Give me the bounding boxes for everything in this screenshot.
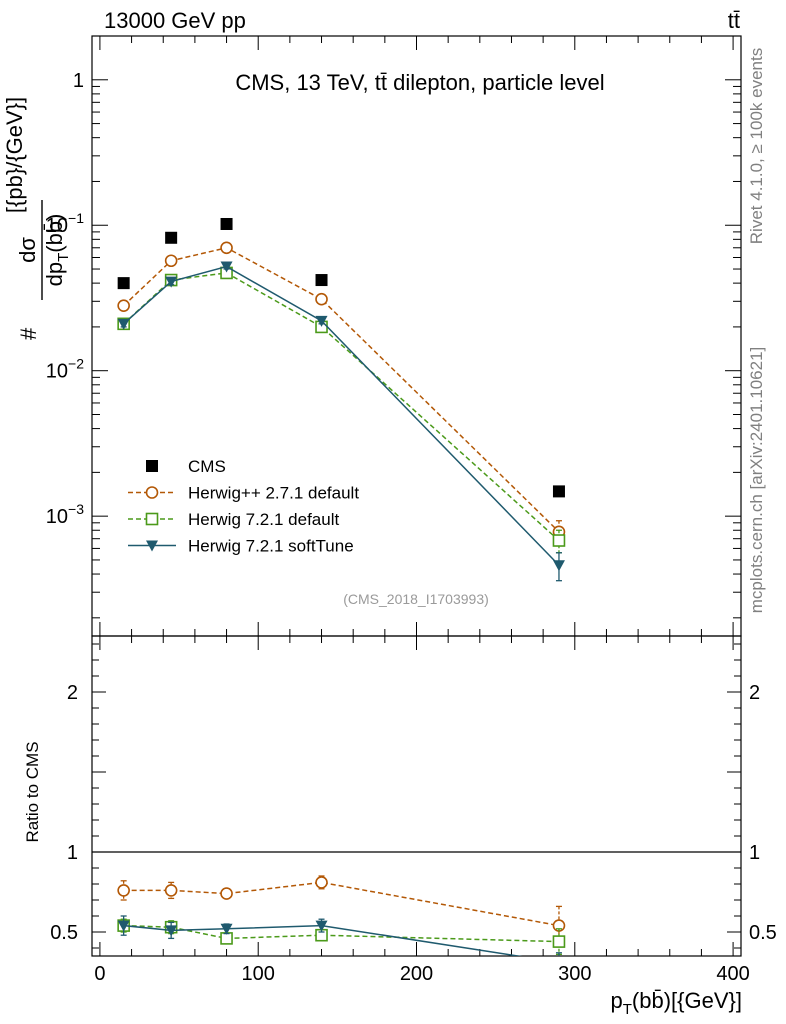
main-point [315, 292, 328, 306]
ratio-ytick-label: 2 [67, 682, 78, 704]
main-point [165, 231, 178, 244]
ratio-point [552, 935, 566, 948]
legend-label: Herwig 7.2.1 default [188, 510, 339, 529]
mcplots-note: mcplots.cern.ch [arXiv:2401.10621] [747, 347, 766, 613]
legend-marker [145, 512, 159, 526]
x-axis-label: pT(bb̄)[{GeV}] [611, 988, 743, 1018]
ratio-ytick-label-right: 1 [749, 842, 760, 864]
ratio-series-2 [117, 915, 562, 956]
ratio-series-layer [117, 875, 566, 956]
legend-item: Herwig++ 2.7.1 default [128, 484, 359, 503]
analysis-id: (CMS_2018_I1703993) [343, 591, 489, 607]
ratio-point [117, 884, 130, 897]
ratio-point [117, 920, 130, 932]
main-panel: CMS, 13 TeV, tt̄ dilepton, particle leve… [2, 35, 742, 637]
ratio-panel: 0.5 0.5 1 1 2 2 0 100 200 300 400 Ratio to CMS pT(… [23, 635, 777, 1018]
main-ytick-label: 10−2 [46, 356, 84, 383]
main-series-0 [117, 217, 565, 498]
main-series-layer [117, 217, 566, 582]
xtick-label: 400 [716, 963, 749, 985]
main-point [165, 276, 178, 288]
ratio-point [165, 925, 178, 937]
legend: CMS Herwig++ 2.7.1 default Herwig 7.2.1 de… [128, 457, 359, 556]
ratio-ytick-label: 0.5 [50, 922, 78, 944]
beam-label: 13000 GeV pp [104, 8, 246, 33]
main-ylabel-fraction: dσ dpT(bb̄) [15, 200, 72, 300]
main-title: CMS, 13 TeV, tt̄ dilepton, particle leve… [235, 70, 604, 95]
ratio-ytick-label-right: 0.5 [749, 922, 777, 944]
main-point [220, 261, 233, 273]
ratio-frame [91, 635, 742, 957]
legend-label: Herwig 7.2.1 softTune [188, 537, 354, 556]
ratio-point [220, 887, 233, 900]
main-ylabel: # [16, 327, 41, 340]
main-point [220, 241, 233, 255]
main-point [117, 299, 130, 312]
ratio-ytick-label: 1 [67, 842, 78, 864]
main-point [552, 534, 566, 547]
legend-label: Herwig++ 2.7.1 default [188, 484, 359, 503]
xtick-label: 300 [558, 963, 591, 985]
main-series-1 [117, 241, 566, 546]
main-point [117, 318, 130, 330]
main-ytick-label: 10−3 [46, 501, 84, 528]
ratio-ytick-label-right: 2 [749, 682, 760, 704]
ratio-series-1 [117, 918, 566, 956]
ratio-axis-ticks: 0.5 0.5 1 1 2 2 0 100 200 300 400 [50, 636, 777, 985]
main-point [164, 254, 178, 268]
ratio-series-0 [117, 875, 566, 946]
legend-item: CMS [146, 457, 226, 476]
main-point [117, 277, 130, 290]
main-point [552, 485, 565, 498]
main-series-3 [117, 261, 565, 582]
rivet-note: Rivet 4.1.0, ≥ 100k events [747, 48, 766, 244]
main-point [220, 217, 233, 230]
ratio-point [164, 884, 178, 897]
xtick-label: 200 [400, 963, 433, 985]
process-label: tt̄ [728, 8, 740, 33]
svg-text:dσ: dσ [15, 237, 40, 263]
ratio-ylabel: Ratio to CMS [23, 741, 42, 842]
legend-item: Herwig 7.2.1 default [128, 510, 339, 529]
xtick-label: 100 [242, 963, 275, 985]
ratio-point [315, 920, 328, 932]
ratio-series-line [123, 881, 560, 927]
legend-label: CMS [188, 457, 226, 476]
legend-item: Herwig 7.2.1 softTune [128, 537, 354, 556]
ratio-point [315, 876, 328, 889]
main-ylabel-units: [{pb}/{GeV}] [2, 97, 27, 213]
ratio-point [220, 923, 233, 935]
legend-marker [146, 460, 158, 472]
legend-marker [146, 540, 158, 552]
main-point [315, 274, 328, 287]
xtick-label: 0 [94, 963, 105, 985]
main-ytick-label: 1 [73, 70, 84, 92]
main-series-2 [117, 266, 566, 554]
legend-marker [145, 486, 159, 499]
main-point [315, 315, 328, 327]
main-point [552, 560, 565, 572]
